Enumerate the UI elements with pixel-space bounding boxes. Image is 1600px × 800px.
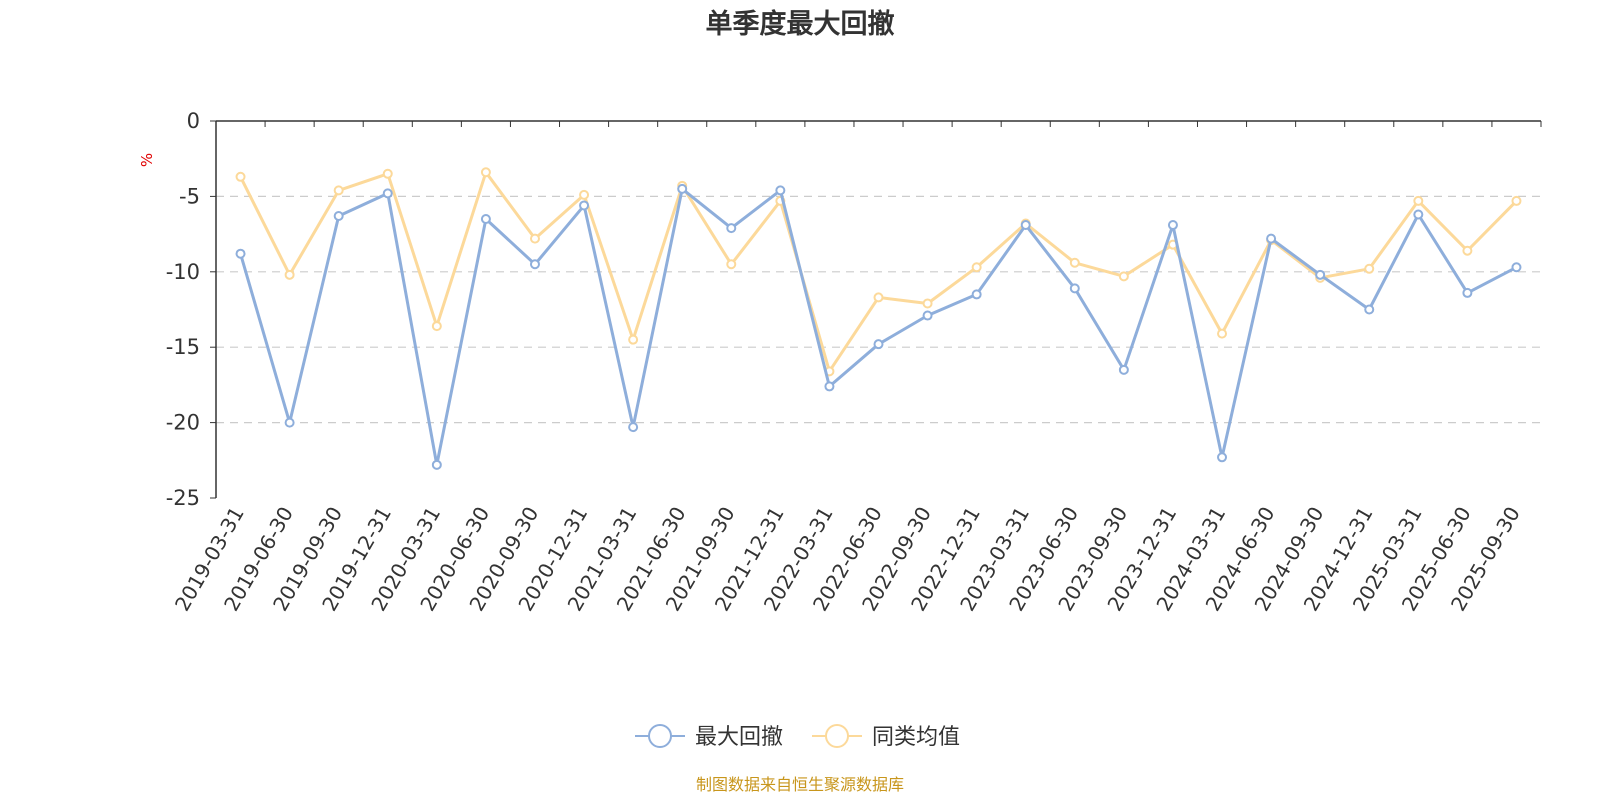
data-point-max-drawdown[interactable] (1167, 220, 1178, 231)
y-tick-label: -25 (166, 486, 200, 510)
data-point-peer-average[interactable] (1511, 195, 1522, 206)
y-tick-labels: 0 -5 -10 -15 -20 -25 (166, 109, 200, 510)
data-point-max-drawdown[interactable] (1364, 304, 1375, 315)
data-point-peer-average[interactable] (284, 269, 295, 280)
chart-title: 单季度最大回撤 (706, 8, 895, 40)
data-point-max-drawdown[interactable] (333, 211, 344, 222)
legend-label-max-drawdown: 最大回撤 (695, 725, 783, 750)
data-point-peer-average[interactable] (1413, 195, 1424, 206)
data-point-peer-average[interactable] (1118, 271, 1129, 282)
data-point-peer-average[interactable] (333, 185, 344, 196)
x-tick-labels: 2019-03-312019-06-302019-09-302019-12-31… (170, 503, 1525, 616)
data-point-peer-average[interactable] (579, 189, 590, 200)
data-point-max-drawdown[interactable] (1511, 262, 1522, 273)
data-point-peer-average[interactable] (922, 298, 933, 309)
data-point-max-drawdown[interactable] (1315, 269, 1326, 280)
data-point-peer-average[interactable] (382, 168, 393, 179)
data-point-peer-average[interactable] (431, 321, 442, 332)
data-point-peer-average[interactable] (529, 233, 540, 244)
data-point-peer-average[interactable] (726, 259, 737, 270)
legend-item-max-drawdown[interactable]: 最大回撤 (635, 724, 783, 750)
data-point-peer-average[interactable] (480, 167, 491, 178)
data-point-peer-average[interactable] (971, 262, 982, 273)
legend-label-peer-average: 同类均值 (872, 725, 960, 750)
y-tick-label: 0 (187, 109, 200, 133)
data-point-max-drawdown[interactable] (677, 183, 688, 194)
y-tick-label: -15 (166, 335, 200, 359)
data-point-max-drawdown[interactable] (382, 188, 393, 199)
y-tick-label: -5 (179, 184, 200, 208)
data-point-max-drawdown[interactable] (529, 259, 540, 270)
data-point-max-drawdown[interactable] (284, 417, 295, 428)
data-point-max-drawdown[interactable] (1069, 283, 1080, 294)
data-point-max-drawdown[interactable] (1217, 452, 1228, 463)
data-point-max-drawdown[interactable] (1266, 233, 1277, 244)
data-point-peer-average[interactable] (235, 171, 246, 182)
axes (210, 120, 1542, 499)
data-point-max-drawdown[interactable] (1020, 220, 1031, 231)
series-lines (235, 167, 1522, 470)
data-point-peer-average[interactable] (1462, 245, 1473, 256)
data-point-max-drawdown[interactable] (922, 310, 933, 321)
y-axis-unit: % (138, 153, 156, 167)
data-point-max-drawdown[interactable] (235, 248, 246, 259)
data-point-max-drawdown[interactable] (1413, 209, 1424, 220)
data-point-max-drawdown[interactable] (1118, 364, 1129, 375)
data-point-peer-average[interactable] (628, 334, 639, 345)
data-point-max-drawdown[interactable] (1462, 287, 1473, 298)
data-point-max-drawdown[interactable] (824, 381, 835, 392)
y-tick-label: -10 (166, 260, 200, 284)
data-point-peer-average[interactable] (873, 292, 884, 303)
legend: 最大回撤 同类均值 (635, 724, 960, 750)
data-point-peer-average[interactable] (1217, 328, 1228, 339)
legend-item-peer-average[interactable]: 同类均值 (812, 724, 960, 750)
data-point-peer-average[interactable] (1364, 263, 1375, 274)
data-point-max-drawdown[interactable] (431, 459, 442, 470)
data-point-max-drawdown[interactable] (579, 200, 590, 211)
grid-lines (216, 195, 1541, 424)
legend-marker-max-drawdown (648, 724, 672, 748)
data-point-max-drawdown[interactable] (971, 289, 982, 300)
data-point-max-drawdown[interactable] (628, 422, 639, 433)
data-point-peer-average[interactable] (1069, 257, 1080, 268)
data-point-max-drawdown[interactable] (480, 214, 491, 225)
legend-marker-peer-average (825, 724, 849, 748)
data-point-max-drawdown[interactable] (775, 185, 786, 196)
data-point-max-drawdown[interactable] (873, 339, 884, 350)
data-point-max-drawdown[interactable] (726, 223, 737, 234)
data-source-note: 制图数据来自恒生聚源数据库 (696, 775, 904, 794)
y-tick-label: -20 (166, 411, 200, 435)
